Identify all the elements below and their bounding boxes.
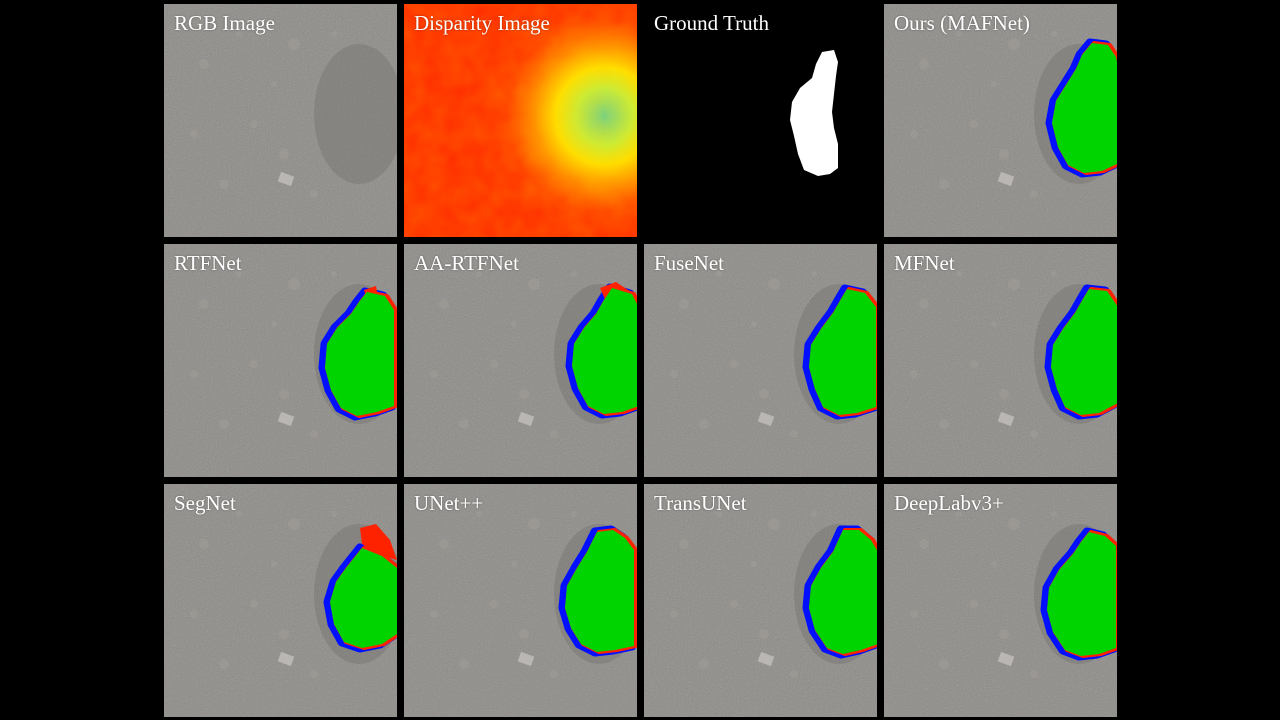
panel-rgb: RGB Image [164, 4, 397, 237]
panel-image-disparity [404, 4, 637, 237]
panel-image-transunet [644, 484, 877, 717]
panel-image-mafnet [884, 4, 1117, 237]
panel-unetpp: UNet++ [404, 484, 637, 717]
panel-deeplabv3plus: DeepLabv3+ [884, 484, 1117, 717]
panel-label-mafnet: Ours (MAFNet) [894, 11, 1030, 35]
panel-mafnet: Ours (MAFNet) [884, 4, 1117, 237]
panel-label-ground-truth: Ground Truth [654, 11, 769, 35]
panel-transunet: TransUNet [644, 484, 877, 717]
panel-image-aa-rtfnet [404, 244, 637, 477]
panel-image-segnet [164, 484, 397, 717]
panel-image-rtfnet [164, 244, 397, 477]
panel-label-unetpp: UNet++ [414, 491, 484, 515]
panel-ground-truth: Ground Truth [644, 4, 877, 237]
panel-label-aa-rtfnet: AA-RTFNet [414, 251, 519, 275]
panel-label-deeplabv3plus: DeepLabv3+ [894, 491, 1004, 515]
panel-image-rgb [164, 4, 397, 237]
panel-aa-rtfnet: AA-RTFNet [404, 244, 637, 477]
panel-fusenet: FuseNet [644, 244, 877, 477]
panel-image-ground-truth [644, 4, 877, 237]
panel-label-rtfnet: RTFNet [174, 251, 242, 275]
panel-label-segnet: SegNet [174, 491, 236, 515]
panel-image-mfnet [884, 244, 1117, 477]
panel-image-unetpp [404, 484, 637, 717]
panel-label-rgb: RGB Image [174, 11, 275, 35]
panel-mfnet: MFNet [884, 244, 1117, 477]
panel-label-mfnet: MFNet [894, 251, 955, 275]
panel-label-fusenet: FuseNet [654, 251, 724, 275]
panel-label-disparity: Disparity Image [414, 11, 550, 35]
panel-image-fusenet [644, 244, 877, 477]
panel-label-transunet: TransUNet [654, 491, 747, 515]
panel-segnet: SegNet [164, 484, 397, 717]
panel-image-deeplabv3plus [884, 484, 1117, 717]
panel-rtfnet: RTFNet [164, 244, 397, 477]
panel-disparity: Disparity Image [404, 4, 637, 237]
